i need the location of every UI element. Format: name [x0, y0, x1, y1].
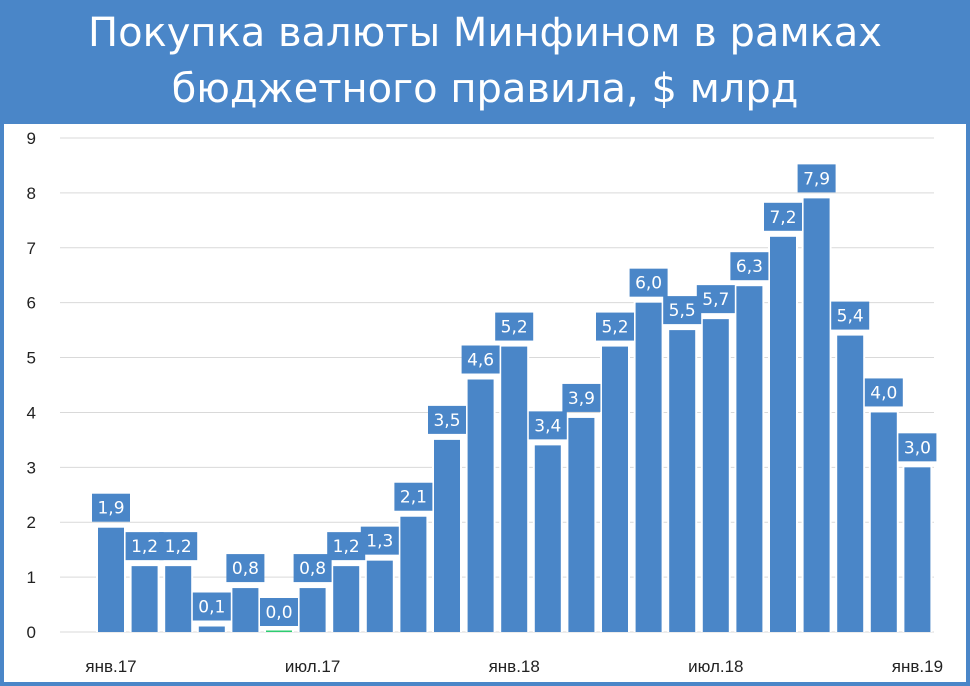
bar: [635, 302, 662, 632]
data-label-box: [831, 301, 870, 330]
data-label: 0,0: [265, 603, 292, 623]
data-label-box: [730, 252, 769, 281]
bar: [568, 417, 595, 632]
chart-title: Покупка валюты Минфином в рамках бюджетн…: [0, 0, 970, 122]
data-label-box: [92, 493, 130, 522]
data-label: 0,8: [232, 559, 259, 579]
data-label-box: [125, 532, 164, 561]
data-label-box: [864, 378, 903, 407]
data-label-box: [461, 345, 500, 374]
bar: [602, 346, 628, 632]
bar: [299, 588, 326, 632]
chart-title-line-1: Покупка валюты Минфином в рамках: [88, 10, 882, 56]
bar: [333, 566, 360, 632]
data-label-box: [260, 598, 298, 626]
bar: [870, 412, 897, 632]
y-tick-label: 6: [27, 294, 36, 313]
data-label: 3,9: [568, 389, 595, 409]
bar: [232, 588, 259, 632]
y-tick-label: 0: [27, 623, 36, 642]
x-tick-label: июл.18: [688, 657, 743, 676]
data-label: 0,1: [198, 598, 225, 618]
data-label: 7,9: [803, 169, 830, 189]
data-label-box: [528, 411, 567, 440]
data-label-box: [764, 202, 802, 231]
y-tick-label: 2: [27, 513, 36, 532]
data-label: 4,6: [467, 351, 494, 371]
data-label-box: [327, 532, 366, 561]
bar: [434, 439, 460, 632]
y-tick-label: 7: [27, 239, 36, 258]
bar: [266, 630, 292, 632]
data-label: 0,8: [299, 559, 326, 579]
bars: [96, 196, 933, 633]
x-tick-label: янв.18: [489, 657, 540, 676]
bar: [803, 198, 830, 632]
data-label: 6,0: [635, 274, 662, 294]
data-label-box: [192, 592, 231, 621]
data-label-box: [663, 296, 702, 325]
bar: [534, 445, 561, 632]
data-label-box: [629, 268, 668, 297]
data-label: 3,4: [534, 416, 561, 436]
data-label-box: [495, 312, 534, 341]
data-label-box: [696, 285, 735, 314]
x-tick-label: июл.17: [285, 657, 340, 676]
y-tick-label: 8: [27, 184, 36, 203]
data-label-box: [394, 482, 433, 511]
data-label-box: [562, 383, 601, 412]
data-label: 1,3: [366, 532, 393, 552]
bar: [669, 330, 696, 632]
y-axis-ticks: 0 1 2 3 4 5 6 7 8 9: [27, 129, 36, 642]
x-tick-label: янв.19: [892, 657, 943, 676]
y-tick-label: 5: [27, 349, 36, 368]
chart-title-line-2: бюджетного правила, $ млрд: [171, 66, 799, 112]
bar: [198, 626, 225, 632]
data-label: 1,2: [333, 537, 360, 557]
data-label: 5,7: [702, 290, 729, 310]
data-label-box: [226, 554, 265, 583]
bar: [98, 527, 124, 632]
bar: [837, 335, 864, 632]
data-labels: 1,9 1,2 1,2 0,1 0,8 0,0 0,8 1,2 1,3 2,1 3,5 4,6 5,2 3…: [92, 164, 937, 626]
y-tick-label: 4: [27, 403, 36, 422]
y-tick-label: 1: [27, 568, 36, 587]
data-label-box: [360, 526, 399, 555]
data-label: 5,4: [837, 307, 864, 327]
data-label-box: [797, 164, 836, 193]
bar-chart: 0 1 2 3 4 5 6 7 8 9 1,9 1,2 1,2 0,1 0,8 0,0 0,8 1,2 1,3 2,…: [27, 129, 944, 676]
bar: [770, 236, 796, 633]
y-tick-label: 9: [27, 129, 36, 148]
x-tick-label: янв.17: [85, 657, 136, 676]
bar: [131, 566, 158, 632]
data-label: 3,5: [433, 411, 460, 431]
bar: [904, 467, 931, 632]
data-label: 5,2: [501, 318, 528, 338]
bar: [702, 319, 729, 632]
data-label: 1,2: [131, 537, 158, 557]
data-label-box: [428, 405, 466, 434]
data-label: 7,2: [769, 208, 796, 228]
data-label: 3,0: [904, 438, 931, 458]
data-label: 1,2: [165, 537, 192, 557]
data-label: 4,0: [870, 383, 897, 403]
bar: [366, 560, 393, 632]
bar: [165, 566, 192, 632]
data-label: 1,9: [97, 499, 124, 519]
bar: [501, 346, 528, 632]
data-label: 6,3: [736, 257, 763, 277]
bar: [736, 286, 763, 632]
bar: [400, 516, 427, 632]
data-label-box: [293, 554, 332, 583]
plot-area: 0 1 2 3 4 5 6 7 8 9 1,9 1,2 1,2 0,1 0,8 0,0 0,8 1,2 1,3 2,…: [4, 124, 966, 682]
data-label-box: [898, 433, 937, 462]
data-label-box: [596, 312, 634, 341]
bar: [467, 379, 494, 632]
y-tick-label: 3: [27, 458, 36, 477]
x-axis-ticks: янв.17 июл.17 янв.18 июл.18 янв.19: [85, 657, 943, 676]
data-label: 5,2: [601, 318, 628, 338]
data-label-box: [159, 532, 198, 561]
data-label: 5,5: [669, 301, 696, 321]
data-label: 2,1: [400, 488, 427, 508]
